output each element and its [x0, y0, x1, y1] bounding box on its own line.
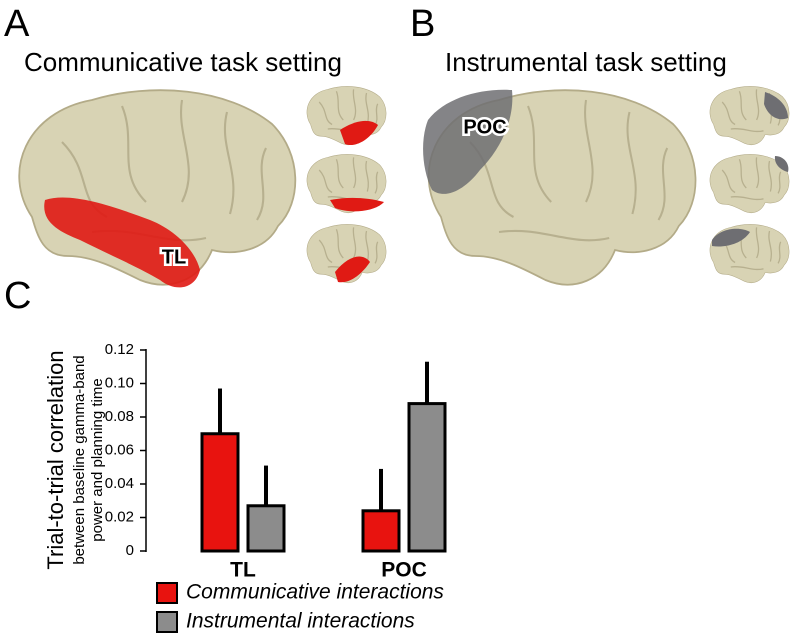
y-tick-label: 0.08 — [105, 408, 134, 425]
y-tick-label: 0.12 — [105, 341, 134, 358]
y-tick-label: 0 — [126, 542, 134, 559]
panel-label: A — [4, 3, 30, 45]
bar — [246, 504, 286, 553]
region-label: POC — [463, 116, 506, 138]
activation-patch — [44, 197, 200, 288]
panel-title: Communicative task setting — [24, 47, 342, 77]
bar — [361, 509, 401, 553]
activation-patch — [335, 256, 370, 283]
y-tick-label: 0.10 — [105, 374, 134, 391]
plot: 0 0.02 0.04 0.06 0.08 0.10 0.12 TL POCCommunicat… — [105, 341, 447, 633]
x-tick-label: TL — [230, 559, 256, 582]
activation-patch — [774, 156, 789, 172]
y-tick-label: 0.06 — [105, 441, 134, 458]
panel-label: C — [4, 275, 31, 317]
y-axis-label: Trial-to-trial correlation — [43, 350, 68, 569]
region-label: TL — [162, 246, 186, 268]
legend-swatch — [156, 582, 178, 604]
y-axis-sublabel: between baseline gamma-band — [71, 355, 88, 564]
y-tick-label: 0.04 — [105, 475, 134, 492]
panel-label: B — [410, 3, 435, 45]
legend-label: Instrumental interactions — [186, 610, 415, 633]
legend-swatch — [156, 611, 178, 633]
x-tick-label: POC — [381, 559, 427, 582]
activation-patch — [340, 120, 378, 146]
bar — [407, 402, 447, 553]
activation-patch — [330, 197, 384, 212]
panel-title: Instrumental task setting — [445, 47, 727, 77]
y-tick-label: 0.02 — [105, 508, 134, 525]
legend-label: Communicative interactions — [186, 581, 444, 604]
activation-patch — [764, 92, 788, 120]
activation-patch — [423, 89, 513, 194]
y-axis-sublabel: power and planning time — [89, 378, 106, 541]
activation-patch — [712, 228, 750, 247]
bar — [200, 432, 240, 553]
